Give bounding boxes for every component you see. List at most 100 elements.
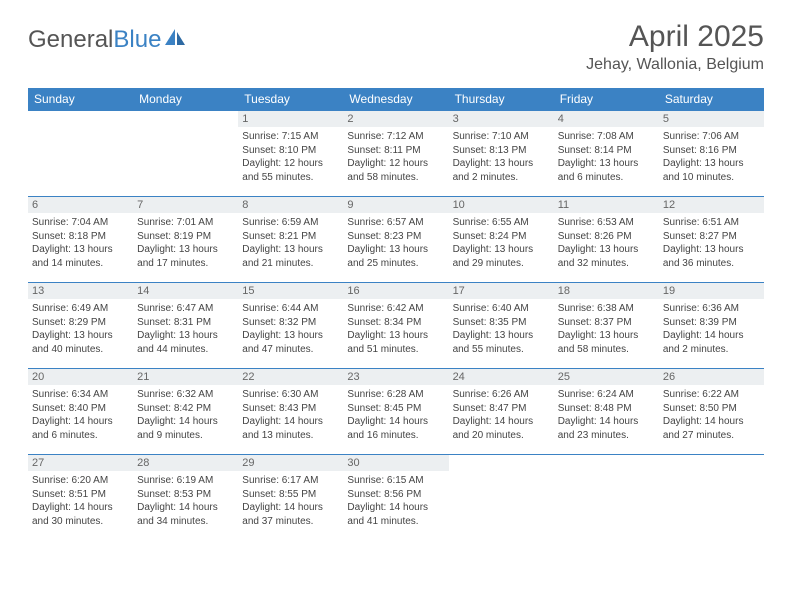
day-cell: 19Sunrise: 6:36 AMSunset: 8:39 PMDayligh… <box>659 283 764 369</box>
day-number: 18 <box>554 283 659 299</box>
daylight-line: Daylight: 13 hours and 6 minutes. <box>558 157 655 184</box>
day-details: Sunrise: 6:49 AMSunset: 8:29 PMDaylight:… <box>28 299 133 359</box>
day-cell: 24Sunrise: 6:26 AMSunset: 8:47 PMDayligh… <box>449 369 554 455</box>
logo: GeneralBlue <box>28 26 187 54</box>
day-details: Sunrise: 7:10 AMSunset: 8:13 PMDaylight:… <box>449 127 554 187</box>
calendar-page: GeneralBlue April 2025 Jehay, Wallonia, … <box>0 0 792 561</box>
sunrise-line: Sunrise: 7:04 AM <box>32 216 129 230</box>
sunset-line: Sunset: 8:53 PM <box>137 488 234 502</box>
day-details: Sunrise: 6:42 AMSunset: 8:34 PMDaylight:… <box>343 299 448 359</box>
day-details: Sunrise: 6:53 AMSunset: 8:26 PMDaylight:… <box>554 213 659 273</box>
day-cell: 3Sunrise: 7:10 AMSunset: 8:13 PMDaylight… <box>449 111 554 197</box>
day-cell: 16Sunrise: 6:42 AMSunset: 8:34 PMDayligh… <box>343 283 448 369</box>
title-block: April 2025 Jehay, Wallonia, Belgium <box>586 20 764 74</box>
calendar-head: SundayMondayTuesdayWednesdayThursdayFrid… <box>28 88 764 111</box>
day-number: 22 <box>238 369 343 385</box>
day-details: Sunrise: 6:24 AMSunset: 8:48 PMDaylight:… <box>554 385 659 445</box>
day-number: 6 <box>28 197 133 213</box>
daylight-line: Daylight: 14 hours and 27 minutes. <box>663 415 760 442</box>
empty-cell <box>554 455 659 541</box>
sunrise-line: Sunrise: 6:17 AM <box>242 474 339 488</box>
sunrise-line: Sunrise: 6:42 AM <box>347 302 444 316</box>
sunset-line: Sunset: 8:11 PM <box>347 144 444 158</box>
day-number: 12 <box>659 197 764 213</box>
daylight-line: Daylight: 14 hours and 34 minutes. <box>137 501 234 528</box>
day-cell: 26Sunrise: 6:22 AMSunset: 8:50 PMDayligh… <box>659 369 764 455</box>
day-cell: 22Sunrise: 6:30 AMSunset: 8:43 PMDayligh… <box>238 369 343 455</box>
day-details: Sunrise: 6:47 AMSunset: 8:31 PMDaylight:… <box>133 299 238 359</box>
daylight-line: Daylight: 14 hours and 30 minutes. <box>32 501 129 528</box>
day-details: Sunrise: 7:15 AMSunset: 8:10 PMDaylight:… <box>238 127 343 187</box>
day-cell: 12Sunrise: 6:51 AMSunset: 8:27 PMDayligh… <box>659 197 764 283</box>
sunset-line: Sunset: 8:14 PM <box>558 144 655 158</box>
sunset-line: Sunset: 8:45 PM <box>347 402 444 416</box>
sunset-line: Sunset: 8:34 PM <box>347 316 444 330</box>
daylight-line: Daylight: 13 hours and 10 minutes. <box>663 157 760 184</box>
day-number: 10 <box>449 197 554 213</box>
sunset-line: Sunset: 8:27 PM <box>663 230 760 244</box>
day-details: Sunrise: 7:04 AMSunset: 8:18 PMDaylight:… <box>28 213 133 273</box>
sunset-line: Sunset: 8:39 PM <box>663 316 760 330</box>
day-cell: 8Sunrise: 6:59 AMSunset: 8:21 PMDaylight… <box>238 197 343 283</box>
day-cell: 9Sunrise: 6:57 AMSunset: 8:23 PMDaylight… <box>343 197 448 283</box>
sunset-line: Sunset: 8:21 PM <box>242 230 339 244</box>
sunrise-line: Sunrise: 6:15 AM <box>347 474 444 488</box>
header: GeneralBlue April 2025 Jehay, Wallonia, … <box>28 20 764 74</box>
day-number: 28 <box>133 455 238 471</box>
day-cell: 6Sunrise: 7:04 AMSunset: 8:18 PMDaylight… <box>28 197 133 283</box>
sunset-line: Sunset: 8:19 PM <box>137 230 234 244</box>
day-number: 14 <box>133 283 238 299</box>
day-details: Sunrise: 7:08 AMSunset: 8:14 PMDaylight:… <box>554 127 659 187</box>
day-cell: 7Sunrise: 7:01 AMSunset: 8:19 PMDaylight… <box>133 197 238 283</box>
sunset-line: Sunset: 8:56 PM <box>347 488 444 502</box>
daylight-line: Daylight: 14 hours and 16 minutes. <box>347 415 444 442</box>
day-details: Sunrise: 7:06 AMSunset: 8:16 PMDaylight:… <box>659 127 764 187</box>
day-cell: 23Sunrise: 6:28 AMSunset: 8:45 PMDayligh… <box>343 369 448 455</box>
day-cell: 11Sunrise: 6:53 AMSunset: 8:26 PMDayligh… <box>554 197 659 283</box>
day-number: 24 <box>449 369 554 385</box>
sunset-line: Sunset: 8:37 PM <box>558 316 655 330</box>
daylight-line: Daylight: 12 hours and 58 minutes. <box>347 157 444 184</box>
day-cell: 2Sunrise: 7:12 AMSunset: 8:11 PMDaylight… <box>343 111 448 197</box>
sunset-line: Sunset: 8:50 PM <box>663 402 760 416</box>
day-cell: 15Sunrise: 6:44 AMSunset: 8:32 PMDayligh… <box>238 283 343 369</box>
day-details: Sunrise: 6:26 AMSunset: 8:47 PMDaylight:… <box>449 385 554 445</box>
sunset-line: Sunset: 8:29 PM <box>32 316 129 330</box>
day-number: 1 <box>238 111 343 127</box>
daylight-line: Daylight: 13 hours and 44 minutes. <box>137 329 234 356</box>
day-details: Sunrise: 6:55 AMSunset: 8:24 PMDaylight:… <box>449 213 554 273</box>
empty-cell <box>449 455 554 541</box>
sunset-line: Sunset: 8:23 PM <box>347 230 444 244</box>
daylight-line: Daylight: 14 hours and 2 minutes. <box>663 329 760 356</box>
daylight-line: Daylight: 13 hours and 40 minutes. <box>32 329 129 356</box>
day-cell: 14Sunrise: 6:47 AMSunset: 8:31 PMDayligh… <box>133 283 238 369</box>
day-details: Sunrise: 6:51 AMSunset: 8:27 PMDaylight:… <box>659 213 764 273</box>
daylight-line: Daylight: 13 hours and 14 minutes. <box>32 243 129 270</box>
sunset-line: Sunset: 8:55 PM <box>242 488 339 502</box>
sunset-line: Sunset: 8:51 PM <box>32 488 129 502</box>
sunrise-line: Sunrise: 6:44 AM <box>242 302 339 316</box>
day-cell: 29Sunrise: 6:17 AMSunset: 8:55 PMDayligh… <box>238 455 343 541</box>
daylight-line: Daylight: 13 hours and 32 minutes. <box>558 243 655 270</box>
day-details: Sunrise: 6:22 AMSunset: 8:50 PMDaylight:… <box>659 385 764 445</box>
empty-cell <box>28 111 133 197</box>
sunrise-line: Sunrise: 6:59 AM <box>242 216 339 230</box>
day-number: 5 <box>659 111 764 127</box>
sunset-line: Sunset: 8:35 PM <box>453 316 550 330</box>
sunrise-line: Sunrise: 7:01 AM <box>137 216 234 230</box>
sunset-line: Sunset: 8:47 PM <box>453 402 550 416</box>
sunrise-line: Sunrise: 6:22 AM <box>663 388 760 402</box>
day-details: Sunrise: 6:40 AMSunset: 8:35 PMDaylight:… <box>449 299 554 359</box>
daylight-line: Daylight: 14 hours and 41 minutes. <box>347 501 444 528</box>
daylight-line: Daylight: 13 hours and 55 minutes. <box>453 329 550 356</box>
sunrise-line: Sunrise: 6:32 AM <box>137 388 234 402</box>
logo-text-blue: Blue <box>113 26 161 54</box>
week-row: 1Sunrise: 7:15 AMSunset: 8:10 PMDaylight… <box>28 111 764 197</box>
daylight-line: Daylight: 12 hours and 55 minutes. <box>242 157 339 184</box>
day-cell: 4Sunrise: 7:08 AMSunset: 8:14 PMDaylight… <box>554 111 659 197</box>
day-number: 15 <box>238 283 343 299</box>
day-number: 8 <box>238 197 343 213</box>
day-number: 27 <box>28 455 133 471</box>
calendar-table: SundayMondayTuesdayWednesdayThursdayFrid… <box>28 88 764 541</box>
day-number: 11 <box>554 197 659 213</box>
